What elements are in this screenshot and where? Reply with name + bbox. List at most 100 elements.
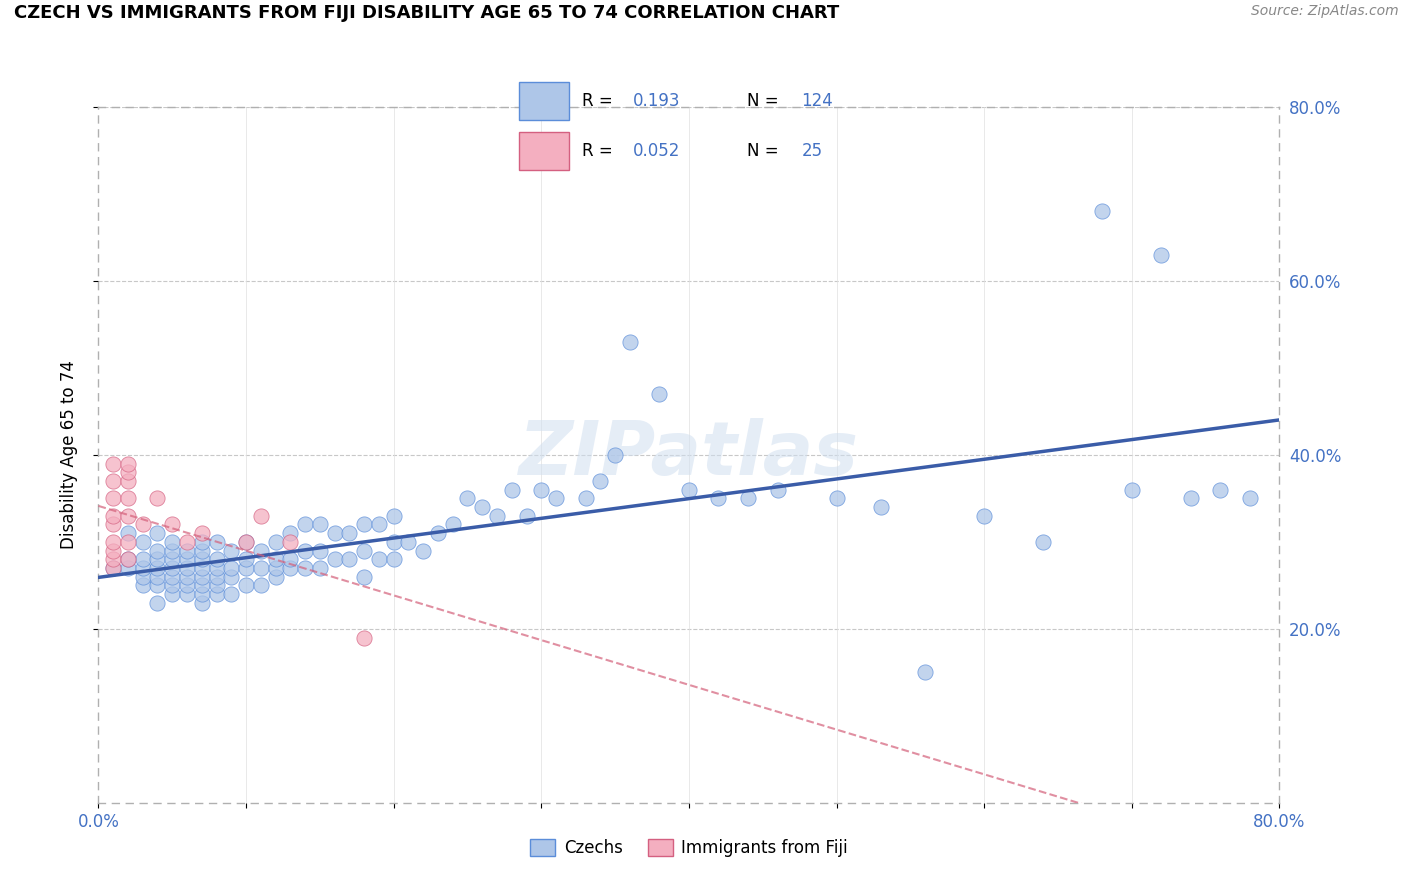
Point	[162, 543, 183, 558]
Point	[1150, 248, 1173, 262]
Point	[278, 534, 302, 549]
Point	[103, 552, 125, 566]
Text: N =: N =	[747, 142, 783, 160]
Point	[103, 508, 125, 523]
Text: 25: 25	[801, 142, 823, 160]
Point	[648, 387, 671, 401]
Point	[309, 561, 332, 575]
Point	[309, 517, 332, 532]
Point	[132, 561, 155, 575]
Text: Source: ZipAtlas.com: Source: ZipAtlas.com	[1251, 4, 1399, 19]
Point	[235, 561, 257, 575]
Point	[235, 534, 257, 549]
Legend: Czechs, Immigrants from Fiji: Czechs, Immigrants from Fiji	[523, 832, 855, 864]
Text: N =: N =	[747, 92, 783, 110]
FancyBboxPatch shape	[519, 82, 569, 120]
Point	[162, 534, 183, 549]
Point	[191, 561, 214, 575]
Point	[191, 552, 214, 566]
Point	[103, 534, 125, 549]
Point	[278, 526, 302, 541]
Point	[146, 491, 169, 506]
Point	[205, 534, 228, 549]
Point	[471, 500, 494, 514]
Point	[103, 474, 125, 488]
Point	[176, 534, 198, 549]
Point	[176, 587, 198, 601]
Text: ZIPatlas: ZIPatlas	[519, 418, 859, 491]
Point	[176, 561, 198, 575]
Point	[914, 665, 936, 680]
Point	[146, 526, 169, 541]
Point	[368, 552, 391, 566]
Point	[353, 631, 375, 645]
Point	[869, 500, 891, 514]
Point	[546, 491, 568, 506]
Point	[191, 526, 214, 541]
Point	[146, 596, 169, 610]
Point	[605, 448, 627, 462]
Point	[678, 483, 700, 497]
Point	[412, 543, 434, 558]
Point	[162, 587, 183, 601]
Point	[530, 483, 553, 497]
Point	[146, 552, 169, 566]
Point	[264, 552, 287, 566]
Point	[205, 587, 228, 601]
Point	[219, 570, 242, 584]
Point	[294, 543, 316, 558]
Point	[146, 561, 169, 575]
Point	[250, 543, 273, 558]
Point	[353, 543, 375, 558]
Point	[382, 508, 405, 523]
Point	[264, 570, 287, 584]
Point	[353, 570, 375, 584]
Point	[103, 561, 125, 575]
Point	[323, 526, 346, 541]
Point	[235, 534, 257, 549]
Text: CZECH VS IMMIGRANTS FROM FIJI DISABILITY AGE 65 TO 74 CORRELATION CHART: CZECH VS IMMIGRANTS FROM FIJI DISABILITY…	[14, 4, 839, 22]
Text: R =: R =	[582, 142, 619, 160]
Point	[146, 543, 169, 558]
Text: 124: 124	[801, 92, 834, 110]
Point	[205, 570, 228, 584]
Point	[117, 474, 139, 488]
Point	[117, 552, 139, 566]
Point	[264, 561, 287, 575]
Point	[382, 534, 405, 549]
Point	[619, 334, 641, 349]
Point	[250, 508, 273, 523]
Point	[339, 552, 360, 566]
Point	[353, 517, 375, 532]
Point	[117, 491, 139, 506]
Point	[1209, 483, 1232, 497]
Point	[278, 561, 302, 575]
Point	[205, 561, 228, 575]
Point	[146, 578, 169, 592]
Point	[191, 578, 214, 592]
Point	[382, 552, 405, 566]
Point	[501, 483, 523, 497]
Point	[456, 491, 478, 506]
Point	[574, 491, 596, 506]
Point	[219, 561, 242, 575]
Point	[825, 491, 848, 506]
Point	[707, 491, 730, 506]
Point	[176, 552, 198, 566]
Point	[427, 526, 450, 541]
Point	[146, 570, 169, 584]
Point	[162, 578, 183, 592]
Point	[103, 543, 125, 558]
Point	[103, 517, 125, 532]
Point	[191, 534, 214, 549]
Point	[294, 561, 316, 575]
Point	[589, 474, 612, 488]
Point	[737, 491, 759, 506]
Point	[132, 534, 155, 549]
Point	[132, 517, 155, 532]
Text: R =: R =	[582, 92, 619, 110]
Point	[1091, 204, 1114, 219]
Point	[117, 561, 139, 575]
Point	[117, 508, 139, 523]
Point	[205, 578, 228, 592]
